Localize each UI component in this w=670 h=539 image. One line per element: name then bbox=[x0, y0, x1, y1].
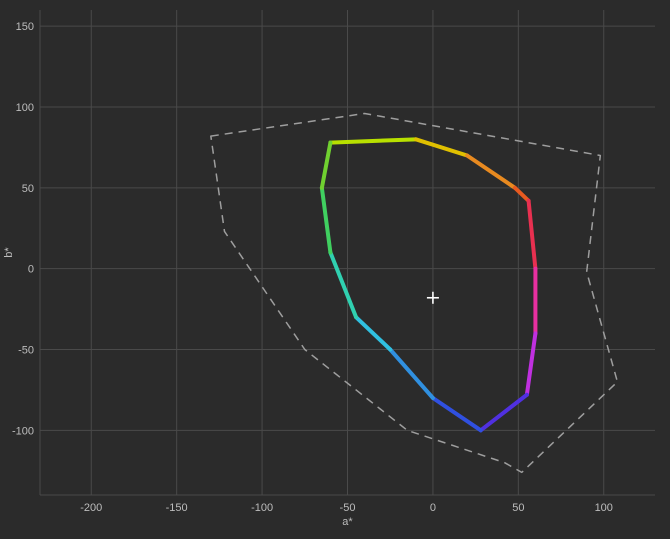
y-tick-label: 0 bbox=[28, 264, 34, 276]
y-tick-label: 50 bbox=[22, 183, 34, 195]
y-axis-label: b* bbox=[3, 247, 15, 258]
y-tick-label: -100 bbox=[12, 425, 34, 437]
x-tick-label: -150 bbox=[166, 502, 188, 514]
x-tick-label: 50 bbox=[512, 502, 524, 514]
x-axis-label: a* bbox=[342, 516, 353, 528]
x-tick-label: 0 bbox=[430, 502, 436, 514]
x-tick-label: 100 bbox=[595, 502, 613, 514]
x-tick-label: -100 bbox=[251, 502, 273, 514]
gamut-chart: -200 -150 -100 -50 0 50 100 -100 -50 0 50 100 150 a* b… bbox=[0, 0, 670, 539]
y-tick-label: 100 bbox=[16, 102, 34, 114]
x-tick-label: -200 bbox=[80, 502, 102, 514]
chart-svg: -200 -150 -100 -50 0 50 100 -100 -50 0 50 100 150 a* b… bbox=[0, 0, 670, 539]
chart-background bbox=[0, 0, 670, 539]
x-tick-label: -50 bbox=[340, 502, 356, 514]
y-tick-label: -50 bbox=[18, 345, 34, 357]
y-tick-label: 150 bbox=[16, 21, 34, 33]
